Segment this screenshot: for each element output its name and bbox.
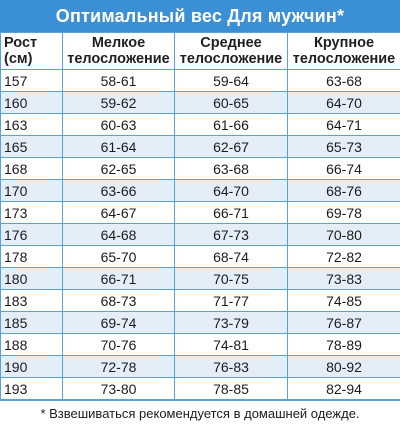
cell-height: 185 <box>1 312 63 334</box>
cell-large: 76-87 <box>288 312 400 334</box>
cell-height: 190 <box>1 356 63 378</box>
cell-height: 160 <box>1 92 63 114</box>
cell-medium: 66-71 <box>175 202 288 224</box>
cell-height: 163 <box>1 114 63 136</box>
cell-large: 65-73 <box>288 136 400 158</box>
weight-table: Рост (см) Мелкое телосложение Среднее те… <box>0 32 400 400</box>
cell-medium: 60-65 <box>175 92 288 114</box>
cell-medium: 62-67 <box>175 136 288 158</box>
cell-small: 68-73 <box>63 290 175 312</box>
header-large-build: Крупное телосложение <box>288 33 400 70</box>
cell-small: 60-63 <box>63 114 175 136</box>
cell-large: 72-82 <box>288 246 400 268</box>
table-title: Оптимальный вес Для мужчин* <box>0 0 400 32</box>
cell-medium: 67-73 <box>175 224 288 246</box>
cell-large: 63-68 <box>288 70 400 92</box>
cell-small: 59-62 <box>63 92 175 114</box>
cell-large: 64-71 <box>288 114 400 136</box>
header-large-line1: Крупное <box>288 35 400 51</box>
cell-medium: 74-81 <box>175 334 288 356</box>
cell-height: 165 <box>1 136 63 158</box>
cell-medium: 78-85 <box>175 378 288 400</box>
header-medium-build: Среднее телосложение <box>175 33 288 70</box>
cell-medium: 64-70 <box>175 180 288 202</box>
weight-table-sheet: Оптимальный вес Для мужчин* Рост (см) Ме… <box>0 0 400 411</box>
cell-medium: 73-79 <box>175 312 288 334</box>
cell-large: 69-78 <box>288 202 400 224</box>
cell-medium: 61-66 <box>175 114 288 136</box>
cell-large: 82-94 <box>288 378 400 400</box>
cell-height: 157 <box>1 70 63 92</box>
cell-small: 58-61 <box>63 70 175 92</box>
header-height: Рост (см) <box>1 33 63 70</box>
cell-height: 170 <box>1 180 63 202</box>
cell-large: 74-85 <box>288 290 400 312</box>
header-height-line1: Рост <box>4 35 62 51</box>
cell-small: 66-71 <box>63 268 175 290</box>
cell-medium: 70-75 <box>175 268 288 290</box>
footnote: * Взвешиваться рекомендуется в домашней … <box>0 400 400 425</box>
cell-small: 69-74 <box>63 312 175 334</box>
cell-height: 180 <box>1 268 63 290</box>
cell-small: 73-80 <box>63 378 175 400</box>
cell-medium: 71-77 <box>175 290 288 312</box>
cell-large: 68-76 <box>288 180 400 202</box>
cell-medium: 59-64 <box>175 70 288 92</box>
cell-height: 188 <box>1 334 63 356</box>
cell-large: 70-80 <box>288 224 400 246</box>
cell-large: 66-74 <box>288 158 400 180</box>
cell-height: 178 <box>1 246 63 268</box>
cell-large: 73-83 <box>288 268 400 290</box>
header-small-line2: телосложение <box>63 51 174 67</box>
cell-small: 65-70 <box>63 246 175 268</box>
cell-large: 64-70 <box>288 92 400 114</box>
header-height-line2: (см) <box>4 51 62 67</box>
cell-small: 62-65 <box>63 158 175 180</box>
cell-small: 63-66 <box>63 180 175 202</box>
header-medium-line1: Среднее <box>175 35 287 51</box>
header-row: Рост (см) Мелкое телосложение Среднее те… <box>1 33 400 70</box>
header-small-build: Мелкое телосложение <box>63 33 175 70</box>
cell-medium: 68-74 <box>175 246 288 268</box>
cell-large: 78-89 <box>288 334 400 356</box>
cell-small: 61-64 <box>63 136 175 158</box>
cell-height: 183 <box>1 290 63 312</box>
cell-medium: 63-68 <box>175 158 288 180</box>
cell-small: 72-78 <box>63 356 175 378</box>
cell-large: 80-92 <box>288 356 400 378</box>
cell-height: 173 <box>1 202 63 224</box>
cell-small: 64-68 <box>63 224 175 246</box>
cell-medium: 76-83 <box>175 356 288 378</box>
header-small-line1: Мелкое <box>63 35 174 51</box>
cell-small: 64-67 <box>63 202 175 224</box>
header-medium-line2: телосложение <box>175 51 287 67</box>
header-large-line2: телосложение <box>288 51 400 67</box>
cell-height: 176 <box>1 224 63 246</box>
cell-height: 168 <box>1 158 63 180</box>
cell-small: 70-76 <box>63 334 175 356</box>
table-header: Рост (см) Мелкое телосложение Среднее те… <box>1 33 400 70</box>
cell-height: 193 <box>1 378 63 400</box>
